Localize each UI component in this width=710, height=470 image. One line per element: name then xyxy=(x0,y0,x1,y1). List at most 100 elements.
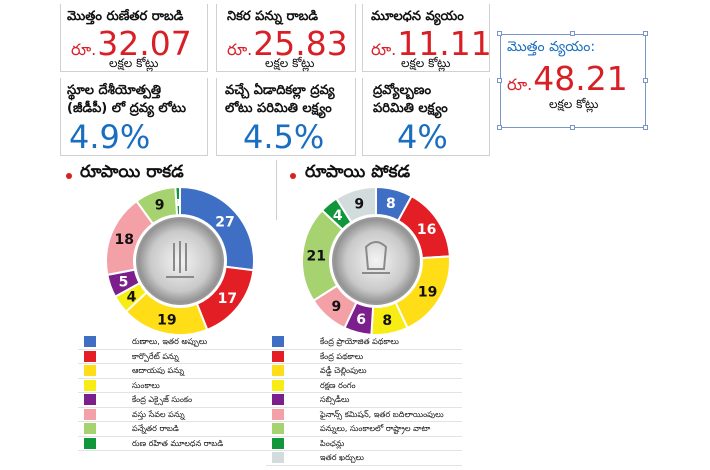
resize-handle[interactable] xyxy=(643,125,648,130)
data-label: 19 xyxy=(418,285,437,301)
legend-swatch xyxy=(272,452,284,463)
resize-handle[interactable] xyxy=(643,78,648,83)
stat-card-capex: మూలధన వ్యయం రూ.11.11 లక్షల కోట్లు xyxy=(362,4,492,72)
target-card-inflation: ద్రవ్యోల్బణం పరిమితి లక్ష్యం 4% xyxy=(362,78,490,156)
stat-number: 25.83 xyxy=(253,24,348,63)
legend-swatch xyxy=(84,350,96,362)
legend-label: సుంకాలు xyxy=(132,380,160,390)
stat-card-nontax: మొత్తం రుణేతర రాబడి రూ.32.07 లక్షల కోట్ల… xyxy=(60,4,208,72)
coin-emblem xyxy=(166,241,194,278)
data-label: 8 xyxy=(386,196,396,212)
resize-handle[interactable] xyxy=(570,125,575,130)
stat-unit: లక్షల కోట్లు xyxy=(109,56,159,70)
stat-title: మూలధన వ్యయం xyxy=(371,9,464,24)
legend-label: ఇతర ఖర్చులు xyxy=(320,453,364,462)
legend-label: కేంద్ర ఎక్సైజ్ సుంకం xyxy=(132,395,193,404)
stat-card-net-tax: నికర పన్ను రాబడి రూ.25.83 లక్షల కోట్లు xyxy=(216,4,356,72)
data-label: 17 xyxy=(218,291,237,307)
data-label: 16 xyxy=(417,222,436,238)
legend-swatch xyxy=(272,350,284,362)
data-label: 21 xyxy=(307,248,326,264)
resize-handle[interactable] xyxy=(570,31,575,36)
resize-handle[interactable] xyxy=(497,78,502,83)
stat-title: మొత్తం రుణేతర రాబడి xyxy=(67,9,184,24)
legend-swatch xyxy=(272,336,284,347)
legend-row-divider xyxy=(266,464,462,466)
stat-number: 32.07 xyxy=(97,24,192,63)
income-donut-chart: 27 17 19 45 18 9 1 xyxy=(105,186,255,336)
bullet-icon xyxy=(290,173,296,179)
legend-row-divider xyxy=(266,348,462,350)
resize-handle[interactable] xyxy=(497,31,502,36)
currency-prefix: రూ. xyxy=(371,40,397,59)
legend-label: వస్తు సేవల పన్ను xyxy=(132,409,185,419)
target-card-gdp-deficit: స్థూల దేశీయోత్పత్తి (జీడీపీ) లో ద్రవ్య ల… xyxy=(60,78,208,156)
data-label: 6 xyxy=(356,312,366,328)
expense-section-title: రూపాయి పోకడ xyxy=(305,162,411,182)
data-label: 1 xyxy=(175,198,182,209)
legend-label: పింఛన్లు xyxy=(320,438,345,448)
legend-label: పన్నులు, సుంకాలలో రాష్ట్రాల వాటా xyxy=(320,424,431,433)
stat-number: 11.11 xyxy=(397,24,492,63)
currency-prefix: రూ. xyxy=(71,40,97,59)
legend-row-divider xyxy=(78,450,268,451)
legend-swatch xyxy=(84,423,96,434)
data-label: 27 xyxy=(215,214,234,230)
data-label: 9 xyxy=(354,196,364,212)
target-line1: ద్రవ్యోల్బణం xyxy=(373,83,432,98)
legend-row-divider xyxy=(266,392,462,393)
legend-swatch xyxy=(84,379,96,391)
legend-swatch xyxy=(84,336,96,347)
legend-label: వడ్డీ చెల్లింపులు xyxy=(320,366,367,375)
legend-row-divider xyxy=(78,363,268,364)
target-line2: లోటు పరిమితి లక్ష్యం xyxy=(225,101,332,116)
bullet-icon xyxy=(66,173,72,179)
legend-row-divider xyxy=(266,377,462,379)
stat-unit: లక్షల కోట్లు xyxy=(401,56,451,70)
donut-segment xyxy=(174,186,181,217)
total-unit: లక్షల కోట్లు xyxy=(549,97,599,111)
coin-emblem xyxy=(362,241,390,274)
legend-label: రుణాలు, ఇతర అప్పులు xyxy=(132,337,208,346)
target-line1: వచ్చే ఏడాదికల్లా ద్రవ్య xyxy=(225,83,335,98)
target-line1: స్థూల దేశీయోత్పత్తి xyxy=(67,83,162,98)
income-section-title: రూపాయి రాకడ xyxy=(80,162,184,182)
coin-rim xyxy=(142,223,218,299)
legend-label: ఫైనాన్స్ కమిషన్, ఇతర బదిలాయింపులు xyxy=(320,409,444,419)
legend-row-divider xyxy=(266,363,462,364)
resize-handle[interactable] xyxy=(643,31,648,36)
legend-row-divider xyxy=(78,435,268,437)
currency-prefix: రూ. xyxy=(227,40,253,59)
target-value: 4% xyxy=(397,118,448,156)
legend-label: కేంద్ర ప్రాయోజిత పథకాలు xyxy=(320,337,399,346)
data-label: 18 xyxy=(114,232,133,248)
legend-row-divider xyxy=(266,450,462,451)
legend-swatch xyxy=(272,379,284,391)
legend-swatch xyxy=(84,394,96,405)
legend-row-divider xyxy=(78,348,268,350)
donut-segment xyxy=(334,186,377,224)
total-title: మొత్తం వ్యయం: xyxy=(507,39,596,55)
resize-handle[interactable] xyxy=(497,125,502,130)
divider xyxy=(276,160,277,220)
legend-label: కార్పొరేట్ పన్ను xyxy=(132,351,179,361)
legend-swatch xyxy=(272,408,284,420)
legend-row-divider xyxy=(266,435,462,437)
legend-row-divider xyxy=(78,406,268,408)
data-label: 8 xyxy=(382,313,392,329)
target-line2: (జీడీపీ) లో ద్రవ్య లోటు xyxy=(67,101,186,116)
target-card-next-year: వచ్చే ఏడాదికల్లా ద్రవ్య లోటు పరిమితి లక్… xyxy=(216,78,356,156)
total-expenditure-box[interactable]: మొత్తం వ్యయం: రూ.48.21 లక్షల కోట్లు xyxy=(500,34,646,128)
legend-swatch xyxy=(84,365,96,376)
legend-row-divider xyxy=(266,421,462,422)
stat-unit: లక్షల కోట్లు xyxy=(265,56,315,70)
data-label: 19 xyxy=(157,313,176,329)
data-label: 4 xyxy=(127,289,137,305)
stat-title: నికర పన్ను రాబడి xyxy=(227,9,319,24)
stat-value: రూ.25.83 xyxy=(227,24,348,63)
legend-row-divider xyxy=(78,392,268,393)
stat-value: రూ.11.11 xyxy=(371,24,492,63)
legend-row-divider xyxy=(78,421,268,422)
coin-image xyxy=(332,217,420,305)
